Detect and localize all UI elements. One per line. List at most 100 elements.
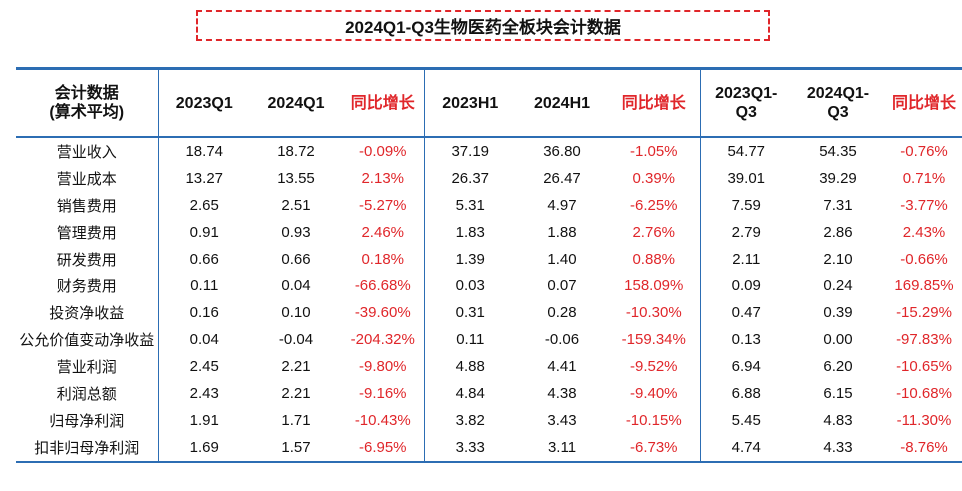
value-cell: 0.04 [189, 331, 219, 349]
value-cell: 54.77 [727, 142, 766, 160]
row-label: 财务费用 [16, 272, 159, 300]
growth-cell: 2.13% [342, 164, 425, 192]
value-cell: 3.43 [547, 411, 577, 429]
value-cell: 1.71 [281, 411, 311, 429]
growth-cell: -0.09% [342, 137, 425, 165]
growth-cell: -6.25% [608, 191, 701, 219]
header-row: 会计数据 (算术平均) 2023Q1 2024Q1 同比增长 2023H1 20… [16, 68, 962, 138]
growth-cell: -159.34% [608, 326, 701, 354]
value-cell: 36.80 [543, 142, 581, 160]
row-label: 管理费用 [16, 218, 159, 246]
header-2024h1: 2024H1 [516, 68, 608, 138]
page-title: 2024Q1-Q3生物医药全板块会计数据 [345, 18, 621, 37]
growth-cell: -15.29% [896, 304, 952, 322]
growth-cell: 158.09% [608, 272, 701, 300]
growth-cell: -66.68% [342, 272, 425, 300]
growth-cell: -10.65% [896, 358, 952, 376]
row-label: 归母净利润 [16, 406, 159, 434]
growth-cell: 0.88% [608, 245, 701, 273]
growth-cell: 0.39% [608, 164, 701, 192]
table-row: 营业利润 2.45 2.21 -9.80% 4.88 4.41 -9.52% 6.94 6.20… [16, 353, 962, 381]
value-cell: 7.59 [731, 196, 761, 214]
value-cell: 0.24 [823, 277, 853, 295]
value-cell: 6.15 [823, 384, 853, 402]
value-cell: 0.11 [190, 277, 219, 295]
value-cell: 39.29 [819, 169, 857, 187]
header-growth-h1: 同比增长 [608, 68, 701, 138]
value-cell: 0.39 [823, 304, 853, 322]
header-2024q1q3: 2024Q1- Q3 [792, 68, 884, 138]
row-label: 利润总额 [16, 380, 159, 407]
row-label: 扣非归母净利润 [16, 433, 159, 463]
value-cell: 0.09 [731, 277, 761, 295]
value-cell: 4.88 [455, 358, 485, 376]
value-cell: 4.38 [547, 384, 577, 402]
header-2023q1q3-line1: 2023Q1- [715, 85, 778, 102]
growth-cell: -0.66% [900, 250, 948, 268]
growth-cell: 2.76% [608, 218, 701, 246]
value-cell: 2.21 [281, 384, 311, 402]
value-cell: 0.91 [189, 223, 219, 241]
value-cell: 54.35 [819, 142, 857, 160]
value-cell: 0.03 [455, 277, 485, 295]
row-label: 公允价值变动净收益 [16, 326, 159, 354]
header-2024q1q3-line1: 2024Q1- [806, 85, 870, 102]
value-cell: 2.21 [281, 358, 311, 376]
value-cell: 18.72 [277, 142, 315, 160]
value-cell: -0.06 [544, 331, 580, 349]
value-cell: 1.69 [158, 433, 250, 463]
header-metric: 会计数据 (算术平均) [16, 68, 159, 138]
growth-cell: -10.30% [608, 299, 701, 327]
value-cell: 2.43 [189, 384, 219, 402]
growth-cell: -0.76% [900, 142, 948, 160]
value-cell: 7.31 [823, 196, 853, 214]
value-cell: 1.40 [547, 250, 577, 268]
growth-cell: 2.43% [902, 223, 946, 241]
growth-cell: -1.05% [608, 137, 701, 165]
growth-cell: -9.16% [342, 380, 425, 407]
row-label: 投资净收益 [16, 299, 159, 327]
value-cell: 3.82 [455, 411, 485, 429]
value-cell: 0.93 [281, 223, 311, 241]
growth-cell: -9.80% [342, 353, 425, 381]
row-label: 研发费用 [16, 245, 159, 273]
value-cell: 3.11 [516, 433, 608, 463]
header-growth-q1: 同比增长 [342, 68, 425, 138]
value-cell: 4.83 [823, 411, 853, 429]
value-cell: 0.28 [547, 304, 577, 322]
header-metric-line2: (算术平均) [49, 104, 125, 121]
header-2023h1: 2023H1 [424, 68, 516, 138]
growth-cell: -9.40% [608, 380, 701, 407]
growth-cell: -10.68% [896, 384, 952, 402]
header-2023q1q3-line2: Q3 [735, 104, 757, 121]
growth-cell: -97.83% [896, 331, 952, 349]
row-label: 营业利润 [16, 353, 159, 381]
value-cell: 6.94 [731, 358, 761, 376]
value-cell: 13.27 [185, 169, 224, 187]
growth-cell: -3.77% [900, 196, 948, 214]
header-2023q1q3: 2023Q1- Q3 [700, 68, 792, 138]
growth-cell: -10.43% [342, 406, 425, 434]
value-cell: 26.37 [451, 169, 490, 187]
header-2023q1: 2023Q1 [158, 68, 250, 138]
table-row: 归母净利润 1.91 1.71 -10.43% 3.82 3.43 -10.15% 5.45 4… [16, 406, 962, 434]
growth-cell: -11.30% [896, 411, 952, 429]
growth-cell: 169.85% [894, 277, 954, 295]
value-cell: 2.65 [189, 196, 219, 214]
growth-cell: 0.18% [342, 245, 425, 273]
growth-cell: -10.15% [608, 406, 701, 434]
value-cell: 0.66 [189, 250, 219, 268]
table-row: 扣非归母净利润 1.69 1.57 -6.95% 3.33 3.11 -6.73% 4.74 4… [16, 433, 962, 463]
value-cell: 0.07 [547, 277, 577, 295]
value-cell: 0.16 [189, 304, 219, 322]
value-cell: 4.74 [700, 433, 792, 463]
value-cell: 4.33 [792, 433, 884, 463]
header-metric-line1: 会计数据 [54, 85, 119, 102]
value-cell: 2.51 [281, 196, 311, 214]
header-2024q1q3-line2: Q3 [827, 104, 849, 121]
table-row: 管理费用 0.91 0.93 2.46% 1.83 1.88 2.76% 2.79 2.86 2.… [16, 218, 962, 246]
value-cell: 18.74 [185, 142, 224, 160]
value-cell: 2.86 [823, 223, 853, 241]
table-row: 公允价值变动净收益 0.04 -0.04 -204.32% 0.11 -0.06 -159.… [16, 326, 962, 354]
growth-cell: -6.73% [608, 433, 701, 463]
